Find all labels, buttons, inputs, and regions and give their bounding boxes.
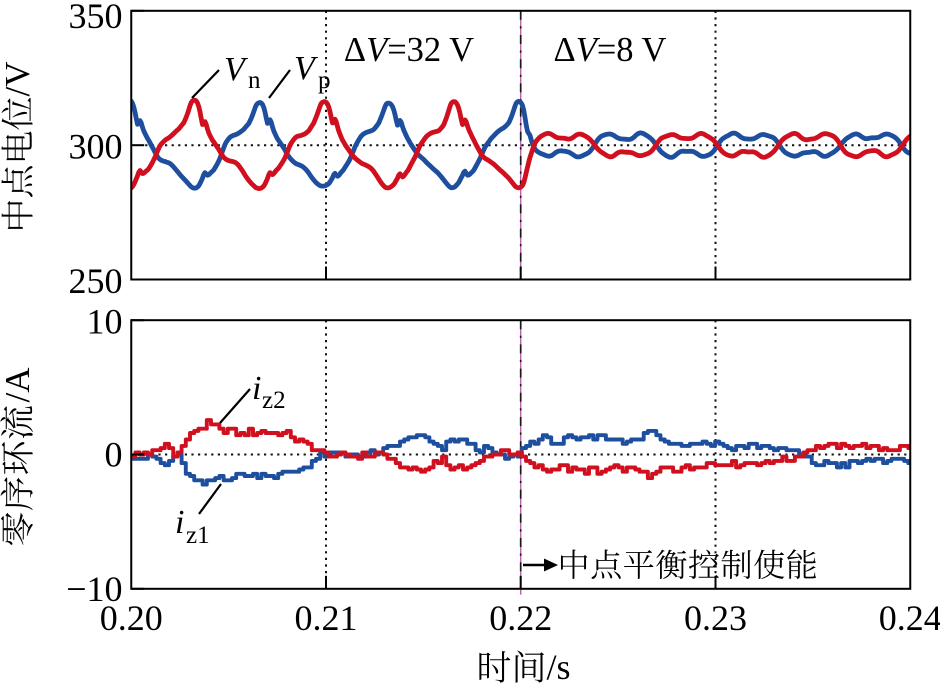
svg-text:10: 10 xyxy=(87,302,123,342)
svg-text:p: p xyxy=(318,67,331,94)
svg-text:/V: /V xyxy=(0,62,37,97)
svg-text:i: i xyxy=(252,370,261,407)
svg-text:350: 350 xyxy=(69,0,123,36)
svg-text:ΔV=32 V: ΔV=32 V xyxy=(344,31,474,69)
svg-text:z1: z1 xyxy=(186,522,210,549)
svg-text:0.21: 0.21 xyxy=(295,598,358,638)
svg-text:0.22: 0.22 xyxy=(489,598,552,638)
svg-text:/A: /A xyxy=(0,367,37,403)
svg-text:0.20: 0.20 xyxy=(100,598,163,638)
svg-text:0: 0 xyxy=(105,435,123,475)
svg-text:ΔV=8 V: ΔV=8 V xyxy=(554,31,667,69)
svg-text:0.23: 0.23 xyxy=(684,598,747,638)
svg-text:0.24: 0.24 xyxy=(879,598,940,638)
svg-text:i: i xyxy=(175,504,184,541)
svg-text:n: n xyxy=(248,67,261,94)
svg-text:250: 250 xyxy=(69,261,123,301)
svg-text:300: 300 xyxy=(69,127,123,167)
svg-text:z2: z2 xyxy=(262,387,286,414)
svg-text:/s: /s xyxy=(547,647,571,686)
svg-text:−10: −10 xyxy=(66,569,122,609)
